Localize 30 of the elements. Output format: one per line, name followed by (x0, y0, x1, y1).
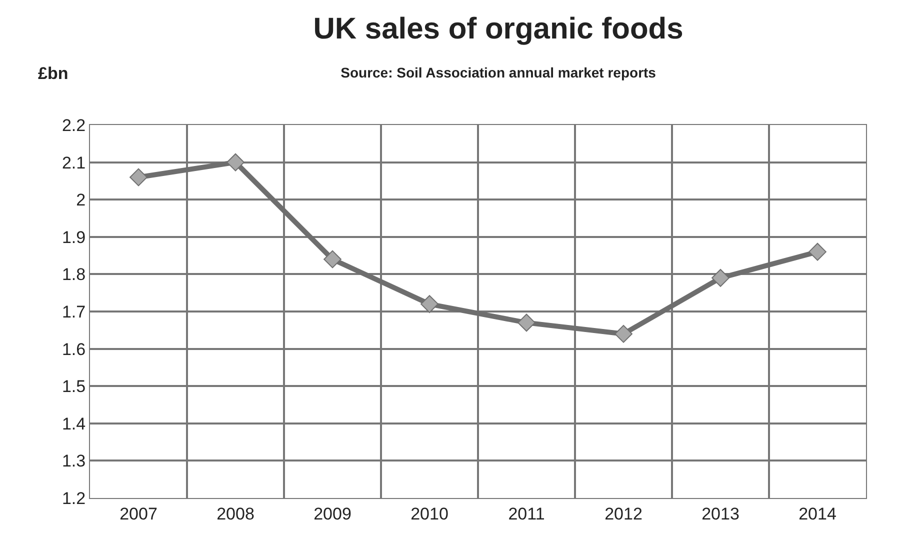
chart-title: UK sales of organic foods (313, 12, 684, 46)
x-tick-label: 2009 (314, 504, 352, 524)
y-tick-label: 1.8 (62, 265, 86, 284)
x-tick-label: 2014 (798, 504, 836, 524)
point (518, 314, 536, 332)
y-tick-label: 1.7 (62, 302, 86, 322)
x-tick-label: 2011 (508, 504, 545, 524)
chart-subtitle: Source: Soil Association annual market reports (340, 64, 656, 81)
point (420, 295, 438, 313)
point (130, 168, 148, 186)
point (808, 242, 826, 261)
point (712, 268, 730, 287)
y-tick-label: 1.2 (62, 488, 86, 508)
y-axis-title: £bn (38, 64, 68, 83)
y-tick-label: 1.3 (62, 452, 86, 471)
x-tick-label: 2008 (216, 504, 254, 524)
point (614, 324, 632, 343)
point (226, 153, 244, 172)
x-tick-label: 2010 (410, 504, 448, 524)
y-tick-label: 1.4 (62, 414, 86, 434)
x-tick-label: 2013 (702, 504, 740, 524)
x-tick-label: 2007 (120, 504, 158, 524)
y-tick-label: 2 (76, 190, 86, 210)
point (324, 250, 342, 268)
x-tick-label: 2012 (604, 504, 642, 524)
y-tick-label: 1.9 (62, 228, 86, 247)
y-tick-label: 1.5 (62, 377, 86, 396)
y-tick-label: 1.6 (62, 340, 86, 359)
y-tick-label: 2.1 (62, 153, 86, 172)
y-tick-label: 2.2 (62, 116, 86, 135)
